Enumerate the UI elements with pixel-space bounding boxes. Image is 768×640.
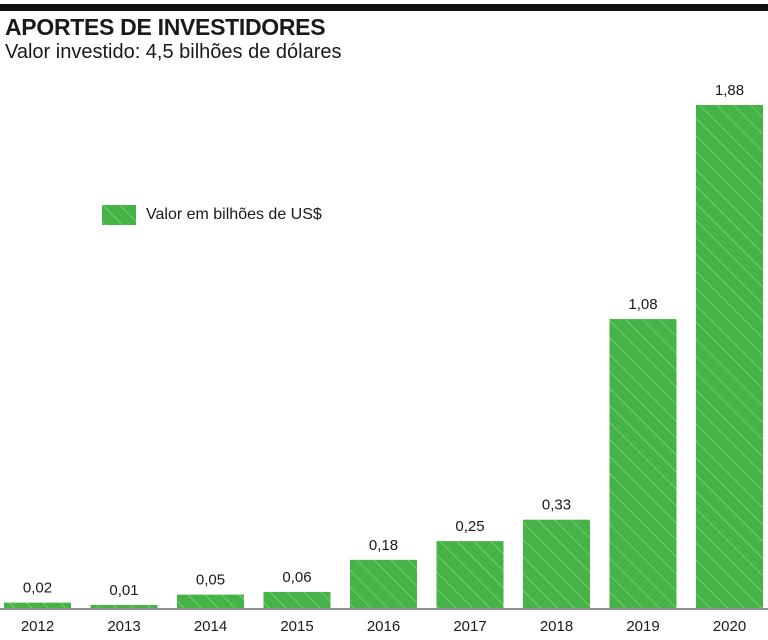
legend-label: Valor em bilhões de US$ xyxy=(146,206,322,223)
bar-2017 xyxy=(436,541,504,608)
bar-2019 xyxy=(609,319,677,608)
value-label-2019: 1,08 xyxy=(628,296,657,313)
top-rule xyxy=(0,4,768,11)
tick-label-2012: 2012 xyxy=(21,618,54,635)
bar-2014 xyxy=(177,594,244,608)
tick-label-2018: 2018 xyxy=(540,618,573,635)
value-label-2017: 0,25 xyxy=(455,518,484,535)
bar-2015 xyxy=(263,591,331,608)
bar-2018 xyxy=(523,519,590,608)
chart-title: APORTES DE INVESTIDORES xyxy=(5,14,326,40)
legend: Valor em bilhões de US$ xyxy=(102,205,322,225)
tick-label-2013: 2013 xyxy=(107,618,140,635)
legend-swatch xyxy=(102,205,136,225)
bar-2013 xyxy=(90,605,158,608)
value-label-2016: 0,18 xyxy=(369,537,398,554)
bar-2012 xyxy=(4,602,71,608)
value-label-2014: 0,05 xyxy=(196,572,225,589)
bar-group xyxy=(4,105,763,608)
bar-2020 xyxy=(696,105,763,608)
tick-label-2020: 2020 xyxy=(713,618,746,635)
value-label-2012: 0,02 xyxy=(23,580,52,597)
value-label-2015: 0,06 xyxy=(282,569,311,586)
tick-label-2015: 2015 xyxy=(280,618,313,635)
bar-2016 xyxy=(350,559,417,608)
tick-label-group: 2012 2013 2014 2015 2016 2017 2018 2019 2020 xyxy=(21,618,746,635)
tick-label-2017: 2017 xyxy=(453,618,486,635)
value-label-2020: 1,88 xyxy=(715,82,744,99)
tick-label-2014: 2014 xyxy=(194,618,227,635)
value-label-2013: 0,01 xyxy=(109,582,138,599)
tick-label-2019: 2019 xyxy=(626,618,659,635)
value-label-group: 0,02 0,01 0,05 0,06 0,18 0,25 0,33 1,08 1,88 xyxy=(23,82,744,599)
tick-label-2016: 2016 xyxy=(367,618,400,635)
value-label-2018: 0,33 xyxy=(542,497,571,514)
chart-subtitle: Valor investido: 4,5 bilhões de dólares xyxy=(5,41,342,63)
